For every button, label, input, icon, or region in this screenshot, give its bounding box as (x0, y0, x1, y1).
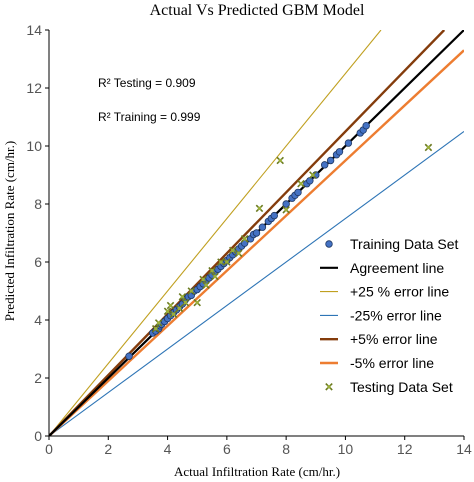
x-tick-label: 8 (282, 441, 290, 457)
x-tick-label: 2 (104, 441, 112, 457)
legend-item: +5% error line (320, 331, 438, 347)
testing-point (309, 171, 317, 179)
legend-label: +25 % error line (350, 284, 449, 300)
y-axis-ticks: 0 2 4 6 8 10 12 14 (26, 22, 49, 444)
training-point (282, 200, 290, 208)
y-tick-label: 2 (34, 370, 42, 386)
legend-label: +5% error line (350, 331, 438, 347)
testing-point (217, 258, 225, 266)
legend-label: Agreement line (350, 260, 444, 276)
legend: Training Data Set Agreement line +25 % err… (320, 236, 459, 395)
y-tick-label: 4 (34, 312, 42, 328)
legend-swatch (325, 383, 333, 391)
x-tick-label: 6 (223, 441, 231, 457)
x-tick-label: 10 (338, 441, 354, 457)
testing-point (223, 258, 231, 266)
x-tick-label: 4 (164, 441, 172, 457)
series-line-25-error-line (49, 131, 464, 436)
training-point (306, 177, 314, 185)
training-point (294, 188, 302, 197)
training-point (125, 352, 133, 360)
testing-point (175, 304, 184, 313)
testing-point (282, 206, 290, 214)
testing-point (166, 301, 175, 310)
chart-title: Actual Vs Predicted GBM Model (150, 2, 365, 19)
legend-item: Agreement line (320, 260, 444, 276)
training-point (252, 229, 261, 237)
y-tick-label: 14 (26, 22, 42, 38)
series-line-25-error-line (49, 30, 382, 436)
training-point (320, 161, 329, 169)
legend-label: -25% error line (350, 307, 442, 323)
testing-point (255, 204, 264, 213)
testing-point (208, 266, 216, 275)
legend-label: -5% error line (350, 355, 434, 371)
y-tick-label: 12 (26, 80, 42, 96)
legend-item: Testing Data Set (325, 379, 453, 395)
testing-point (178, 293, 187, 301)
testing-point (229, 246, 237, 255)
x-tick-label: 12 (397, 441, 413, 457)
training-point (344, 139, 353, 147)
testing-point (193, 298, 201, 307)
plot-series (49, 30, 464, 436)
series-line-5-error-line (49, 30, 446, 436)
legend-item: +25 % error line (320, 284, 449, 300)
training-point (270, 211, 278, 220)
training-point (335, 148, 344, 156)
y-axis-label: Predicted Infiltration Rate (cm/hr.) (2, 141, 17, 322)
testing-point (234, 249, 243, 258)
y-tick-label: 6 (34, 254, 42, 270)
legend-label: Testing Data Set (350, 379, 453, 395)
testing-point (169, 310, 178, 318)
testing-point (181, 298, 190, 307)
y-tick-label: 10 (26, 138, 42, 154)
testing-point (240, 235, 249, 243)
training-point (258, 223, 267, 231)
x-tick-label: 14 (456, 441, 472, 457)
testing-point (199, 275, 207, 284)
x-axis-ticks: 0 2 4 6 8 10 12 14 (45, 436, 472, 457)
y-tick-label: 0 (34, 428, 42, 444)
testing-point (297, 179, 305, 188)
testing-point (187, 287, 196, 295)
legend-item: -5% error line (320, 355, 434, 371)
testing-point (202, 281, 210, 289)
legend-swatch (325, 240, 333, 248)
legend-item: Training Data Set (325, 236, 459, 252)
x-axis-label: Actual Infiltration Rate (cm/hr.) (174, 464, 340, 479)
axes (48, 30, 464, 437)
legend-item: -25% error line (320, 307, 442, 323)
legend-label: Training Data Set (350, 236, 459, 252)
testing-point (154, 319, 163, 327)
training-point (326, 156, 335, 165)
training-point (362, 121, 370, 130)
series-line-5-error-line (49, 49, 464, 436)
x-tick-label: 0 (45, 441, 53, 457)
testing-point (211, 272, 219, 281)
testing-point (276, 156, 284, 165)
testing-point (424, 143, 433, 152)
testing-point (151, 324, 160, 333)
r2-training-annotation: R² Training = 0.999 (98, 110, 201, 124)
r2-testing-annotation: R² Testing = 0.909 (98, 76, 196, 90)
testing-point (163, 307, 172, 316)
y-tick-label: 8 (34, 196, 42, 212)
